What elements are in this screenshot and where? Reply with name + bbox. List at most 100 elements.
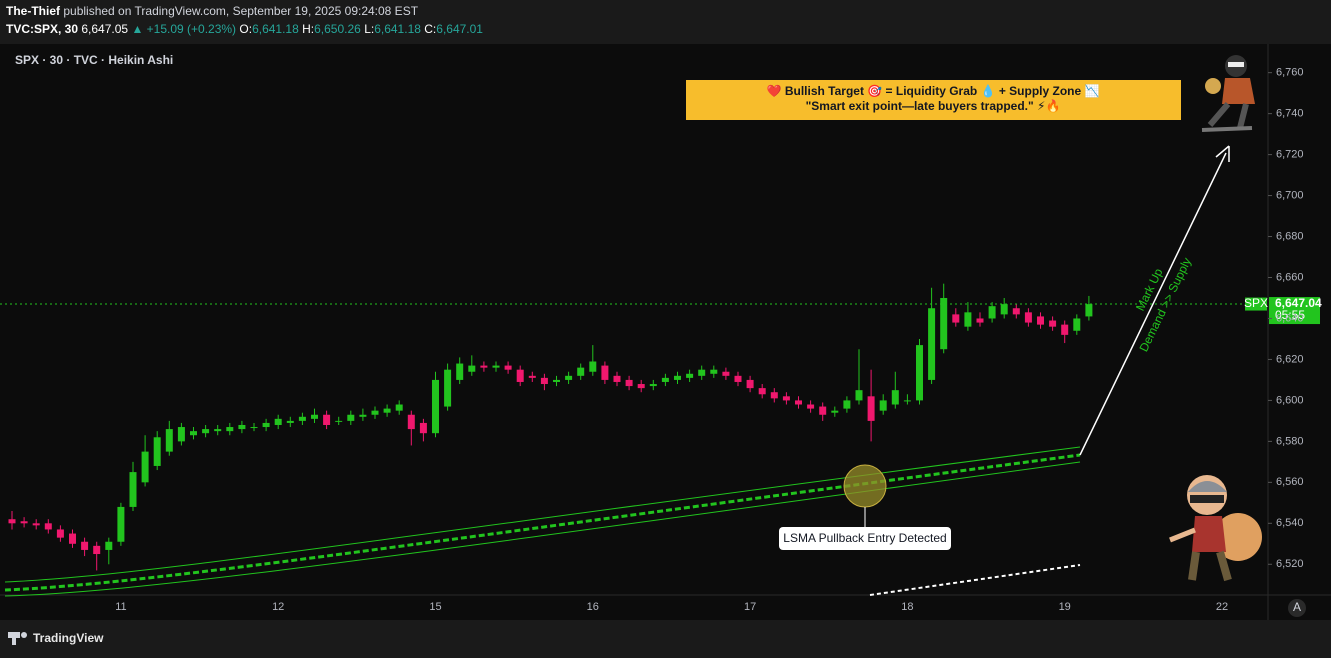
- symbol-tag-label: SPX: [1244, 296, 1268, 310]
- x-tick-label: 18: [901, 601, 913, 613]
- candle-body: [286, 420, 294, 423]
- y-tick-label: 6,680: [1276, 230, 1304, 242]
- symbol: TVC:SPX, 30: [6, 22, 78, 36]
- ohlc-label: L:: [364, 22, 374, 36]
- y-tick-label: 6,720: [1276, 149, 1304, 161]
- eyes: [1228, 62, 1244, 67]
- candle-body: [407, 414, 415, 430]
- price-tag: [1269, 297, 1320, 325]
- candle-body: [44, 523, 52, 530]
- bag: [1214, 513, 1262, 561]
- candle-body: [105, 541, 113, 550]
- y-tick-label: 6,580: [1276, 435, 1304, 447]
- candle-body: [928, 308, 936, 380]
- header-line: The-Thief published on TradingView.com, …: [6, 4, 419, 18]
- candle-body: [601, 365, 609, 380]
- candle-body: [746, 379, 754, 389]
- candle-body: [649, 384, 657, 387]
- candle-body: [202, 429, 210, 434]
- candle-body: [916, 345, 923, 401]
- candle-body: [686, 373, 694, 378]
- candle-body: [589, 361, 597, 372]
- beanie: [1188, 481, 1227, 492]
- candle-body: [480, 365, 488, 368]
- candle-body: [323, 414, 331, 425]
- author: The-Thief: [6, 4, 61, 18]
- candle-body: [56, 529, 64, 538]
- candle-body: [395, 404, 403, 411]
- candle-body: [335, 420, 343, 422]
- y-tick-label: 6,700: [1276, 189, 1304, 201]
- entry-box: [779, 527, 951, 550]
- candle-body: [456, 363, 464, 380]
- candle-body: [383, 408, 391, 413]
- body: [1222, 78, 1255, 104]
- candle-body: [190, 431, 197, 436]
- auto-button[interactable]: [1288, 599, 1306, 617]
- candle-body: [419, 422, 427, 434]
- arrow-line: [1079, 152, 1227, 456]
- x-tick-label: 15: [429, 601, 441, 613]
- candle-body: [238, 424, 246, 430]
- candle-body: [1037, 316, 1044, 325]
- legs: [1207, 102, 1249, 129]
- lsma-channel: [4, 446, 1081, 597]
- candle-body: [722, 371, 730, 376]
- y-tick-label: 6,540: [1276, 517, 1304, 529]
- plot-area: [0, 44, 1268, 595]
- candle-body: [758, 388, 766, 395]
- y-tick-label: 6,740: [1276, 108, 1304, 120]
- candle-body: [577, 367, 585, 376]
- candle-body: [298, 416, 306, 421]
- candle-body: [831, 410, 839, 413]
- ohlc-label: H:: [302, 22, 314, 36]
- candle-body: [1024, 312, 1032, 323]
- candle-body: [553, 379, 560, 382]
- candle-body: [274, 418, 282, 425]
- body: [1192, 516, 1226, 552]
- candle-body: [432, 379, 439, 434]
- candle-body: [819, 406, 827, 415]
- candle-body: [1061, 324, 1069, 335]
- quote-line: TVC:SPX, 30 6,647.05 ▲ +15.09 (+0.23%) O…: [6, 22, 483, 36]
- candle-body: [8, 519, 16, 524]
- y-tick-label: 6,660: [1276, 271, 1304, 283]
- candle-body: [262, 422, 270, 428]
- entry-circle: [843, 464, 887, 508]
- candle-body: [69, 533, 76, 544]
- x-tick-label: 12: [272, 601, 284, 613]
- candle-body: [468, 365, 476, 372]
- thief-runner: [1201, 55, 1255, 132]
- published: published on TradingView.com, September …: [63, 4, 418, 18]
- candle-body: [843, 400, 851, 409]
- thief-bag: [1169, 475, 1262, 582]
- x-tick-label: 19: [1059, 601, 1071, 613]
- candle-body: [32, 523, 40, 526]
- candle-body: [565, 375, 573, 380]
- candle-body: [93, 545, 101, 555]
- candle-body: [347, 414, 355, 421]
- brand-logo: [8, 632, 27, 645]
- candle-body: [807, 404, 815, 409]
- y-tick-label: 6,620: [1276, 353, 1304, 365]
- candle-body: [674, 375, 681, 380]
- candle-body: [153, 437, 161, 466]
- candle-body: [964, 312, 972, 327]
- candle-body: [359, 414, 367, 417]
- legend: SPX · 30 · TVC · Heikin Ashi: [15, 53, 173, 67]
- target-text: ❤️ Bullish Target 🎯 = Liquidity Grab 💧 +…: [767, 84, 1100, 98]
- ohlc-label: C:: [424, 22, 436, 36]
- candle-body: [1000, 304, 1008, 315]
- candle-body: [976, 318, 984, 323]
- arrow-head: [1215, 145, 1230, 162]
- symbol-tag: [1245, 297, 1267, 311]
- auto-label[interactable]: A: [1293, 600, 1301, 614]
- candle-body: [867, 396, 875, 421]
- candle-body: [81, 541, 89, 550]
- y-tick-label: 6,520: [1276, 558, 1304, 570]
- candle-body: [165, 429, 173, 452]
- bag: [1205, 78, 1221, 94]
- ohlc-value: 6,650.26: [314, 22, 361, 36]
- candle-body: [855, 390, 863, 401]
- entry-label: LSMA Pullback Entry Detected: [783, 531, 946, 545]
